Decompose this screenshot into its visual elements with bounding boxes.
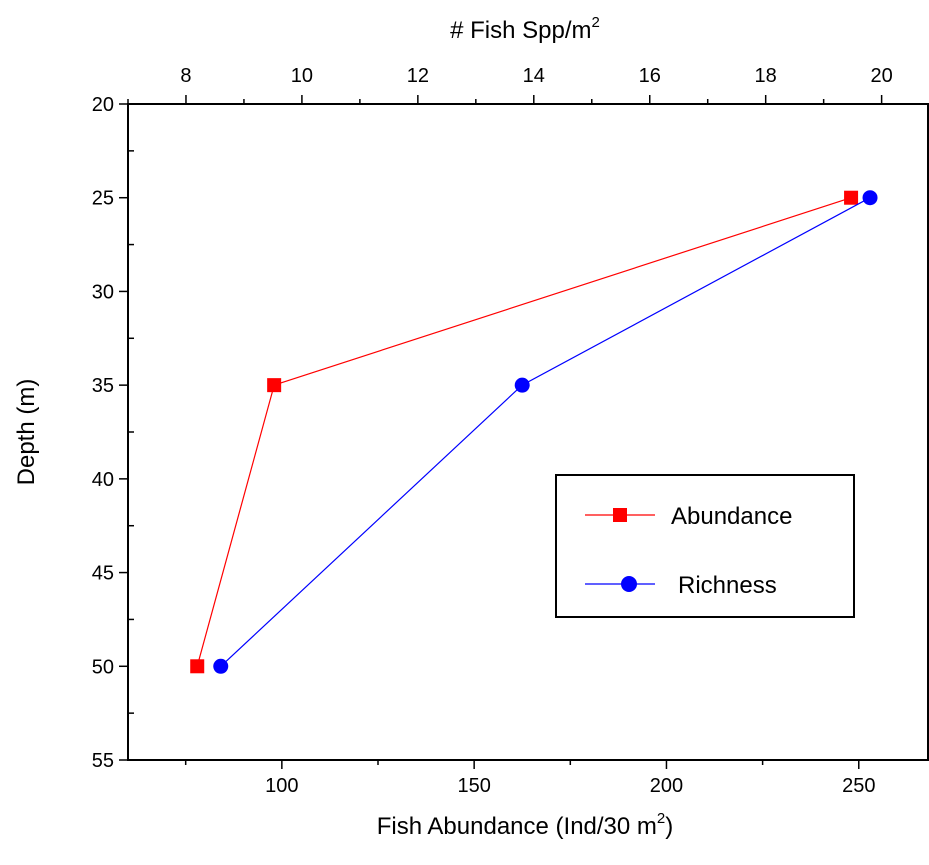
abundance-point (844, 190, 859, 205)
abundance-point (267, 378, 282, 393)
legend-abundance-label: Abundance (671, 503, 792, 530)
abundance-point (190, 659, 205, 674)
x-bottom-tick-label: 250 (842, 775, 875, 797)
legend-abundance-marker (613, 508, 627, 522)
x-bottom-tick-label: 200 (650, 775, 683, 797)
y-tick-label: 35 (92, 375, 114, 397)
x-top-tick-label: 16 (639, 65, 661, 87)
y-axis-ticks: 20 25 30 35 40 45 50 55 (92, 94, 134, 772)
x-axis-bottom-title: Fish Abundance (Ind/30 m2) (377, 810, 674, 840)
legend-richness-marker (621, 576, 637, 592)
y-tick-label: 20 (92, 94, 114, 116)
x-bottom-tick-label: 100 (265, 775, 298, 797)
y-axis-title: Depth (m) (13, 379, 40, 486)
x-top-tick-label: 10 (291, 65, 313, 87)
richness-point (514, 377, 530, 393)
x-axis-top-title: # Fish Spp/m2 (450, 14, 600, 44)
y-tick-label: 55 (92, 750, 114, 772)
y-tick-label: 30 (92, 281, 114, 303)
x-bottom-tick-label: 150 (457, 775, 490, 797)
x-top-tick-label: 12 (407, 65, 429, 87)
richness-point (213, 658, 229, 674)
x-top-tick-label: 8 (180, 65, 191, 87)
series-layer (190, 190, 878, 674)
y-tick-label: 25 (92, 188, 114, 210)
plot-frame (127, 103, 929, 761)
legend: Abundance Richness (555, 474, 855, 618)
legend-box (555, 474, 855, 618)
y-tick-label: 40 (92, 469, 114, 491)
y-tick-label: 50 (92, 656, 114, 678)
richness-point (862, 190, 878, 206)
x-axis-top-ticks: 8 10 12 14 16 18 20 (127, 65, 893, 104)
x-top-tick-label: 14 (523, 65, 545, 87)
x-top-tick-label: 20 (870, 65, 892, 87)
x-top-tick-label: 18 (755, 65, 777, 87)
x-axis-bottom-ticks: 100 150 200 250 (184, 760, 875, 797)
legend-richness-label: Richness (678, 572, 777, 599)
y-tick-label: 45 (92, 563, 114, 585)
